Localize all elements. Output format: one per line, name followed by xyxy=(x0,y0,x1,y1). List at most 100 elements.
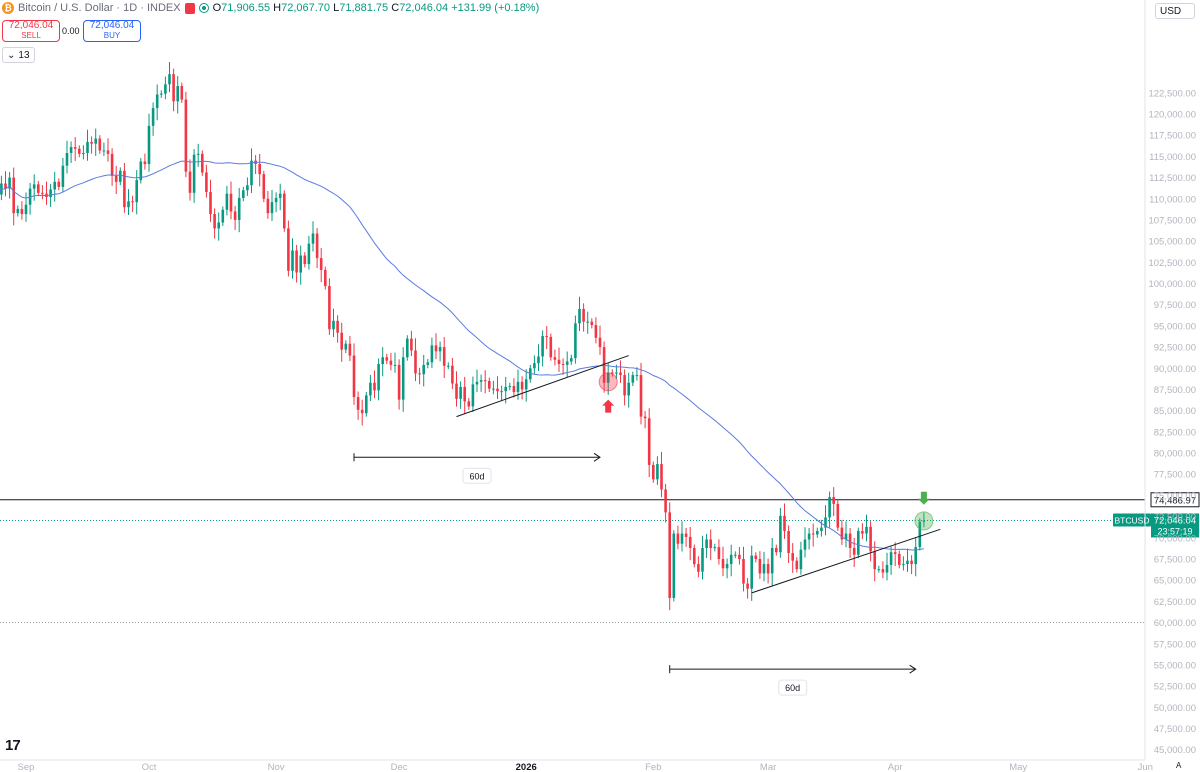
candle-body xyxy=(53,181,56,190)
candle-body xyxy=(729,554,733,565)
candle-body xyxy=(209,191,212,215)
candle-body xyxy=(426,362,430,365)
candle-body xyxy=(8,177,11,189)
candle-body xyxy=(496,388,499,392)
candle-body xyxy=(775,547,778,553)
level-price-tag xyxy=(1150,492,1200,508)
x-tick-label: Mar xyxy=(760,762,776,772)
arrow-down-icon[interactable] xyxy=(917,491,930,505)
candle-body xyxy=(590,321,594,326)
y-tick-label: 60,000.00 xyxy=(1154,618,1196,629)
tradingview-logo-icon[interactable]: 17 xyxy=(5,737,21,754)
candle-body xyxy=(41,192,44,194)
moving-average-layer xyxy=(0,160,924,551)
candle-body xyxy=(233,211,237,220)
candle-body xyxy=(20,208,24,215)
last-price-value: 72,046.04 xyxy=(1154,515,1196,526)
candle-body xyxy=(434,345,438,352)
candle-body xyxy=(352,355,356,398)
time-axis[interactable]: Sep Oct Nov Dec 2026 Feb Mar Apr May Jun xyxy=(0,759,1153,772)
candle-body xyxy=(127,201,130,208)
candle-body xyxy=(442,347,446,366)
candle-body xyxy=(336,320,339,333)
y-tick-label: 107,500.00 xyxy=(1148,215,1196,226)
price-axis[interactable]: 45,000.00 47,500.00 50,000.00 52,500.00 55,0… xyxy=(1144,0,1196,760)
candle-body xyxy=(857,531,860,555)
auto-scale-button[interactable]: A xyxy=(1176,761,1182,770)
open-label: O xyxy=(212,2,222,14)
y-tick-label: 92,500.00 xyxy=(1154,343,1196,354)
candle-body xyxy=(262,174,266,199)
candle-body xyxy=(582,308,585,322)
candle-body xyxy=(615,372,618,374)
x-tick-label: Sep xyxy=(18,762,35,772)
candle-body xyxy=(565,361,569,365)
candle-body xyxy=(172,74,175,102)
y-tick-label: 80,000.00 xyxy=(1154,449,1196,460)
candle-body xyxy=(201,153,204,173)
candle-body xyxy=(762,564,766,574)
candle-body xyxy=(791,553,794,561)
candle-body xyxy=(828,497,831,518)
candle-body xyxy=(131,201,134,203)
y-tick-label: 102,500.00 xyxy=(1148,258,1196,269)
y-tick-label: 122,500.00 xyxy=(1148,88,1196,99)
candle-body xyxy=(873,551,876,570)
change-value: +131.99 (+0.18%) xyxy=(451,2,540,14)
candle-body xyxy=(840,527,844,540)
candle-body xyxy=(574,323,577,359)
candle-body xyxy=(451,365,454,384)
candle-body xyxy=(180,86,184,100)
candle-body xyxy=(229,193,233,212)
measure-label: 60d xyxy=(785,683,800,693)
candle-body xyxy=(684,533,688,537)
arrow-up-icon[interactable] xyxy=(602,399,615,413)
candle-body xyxy=(865,526,868,534)
buy-button[interactable]: 72,046.04 BUY xyxy=(83,20,141,42)
candle-body xyxy=(488,380,491,389)
symbol-title[interactable]: Bitcoin / U.S. Dollar · 1D · INDEX xyxy=(18,2,181,14)
candle-body xyxy=(32,184,36,189)
currency-selector[interactable]: USD xyxy=(1155,3,1195,19)
candle-body xyxy=(902,564,905,566)
candle-body xyxy=(537,356,540,364)
candle-body xyxy=(401,357,405,400)
indicators-toggle[interactable]: ⌄ 13 xyxy=(2,47,35,63)
y-tick-label: 55,000.00 xyxy=(1154,660,1196,671)
high-value: 72,067.70 xyxy=(281,2,331,14)
candle-body xyxy=(557,359,561,365)
y-tick-label: 105,000.00 xyxy=(1148,237,1196,248)
highlight-circle[interactable] xyxy=(598,372,618,392)
trend-line[interactable] xyxy=(456,355,629,418)
highlight-circle[interactable] xyxy=(914,511,934,531)
candle-body xyxy=(500,391,503,393)
candle-body xyxy=(393,364,397,366)
open-value: 71,906.55 xyxy=(221,2,271,14)
flag-icon[interactable] xyxy=(184,2,195,14)
candle-body xyxy=(188,171,192,193)
candle-body xyxy=(278,193,282,198)
trend-line[interactable] xyxy=(751,528,941,594)
candle-body xyxy=(315,233,319,259)
candle-body xyxy=(512,386,516,393)
candle-body xyxy=(147,125,151,165)
candle-body xyxy=(918,521,922,548)
y-tick-label: 82,500.00 xyxy=(1154,427,1196,438)
drawing-tools-layer[interactable]: 60d 60d xyxy=(353,355,941,696)
y-tick-label: 62,500.00 xyxy=(1154,597,1196,608)
candle-body xyxy=(635,375,639,377)
sell-button[interactable]: 72,046.04 SELL xyxy=(2,20,60,42)
candle-body xyxy=(246,185,249,191)
candle-body xyxy=(725,564,729,569)
candle-body xyxy=(734,554,737,556)
candle-body xyxy=(135,180,138,203)
candle-body xyxy=(869,526,872,552)
candle-body xyxy=(455,383,458,399)
candle-body xyxy=(430,345,434,363)
candle-body xyxy=(783,515,786,532)
candle-body xyxy=(606,372,610,383)
candle-body xyxy=(418,373,421,375)
candle-body xyxy=(570,358,573,362)
